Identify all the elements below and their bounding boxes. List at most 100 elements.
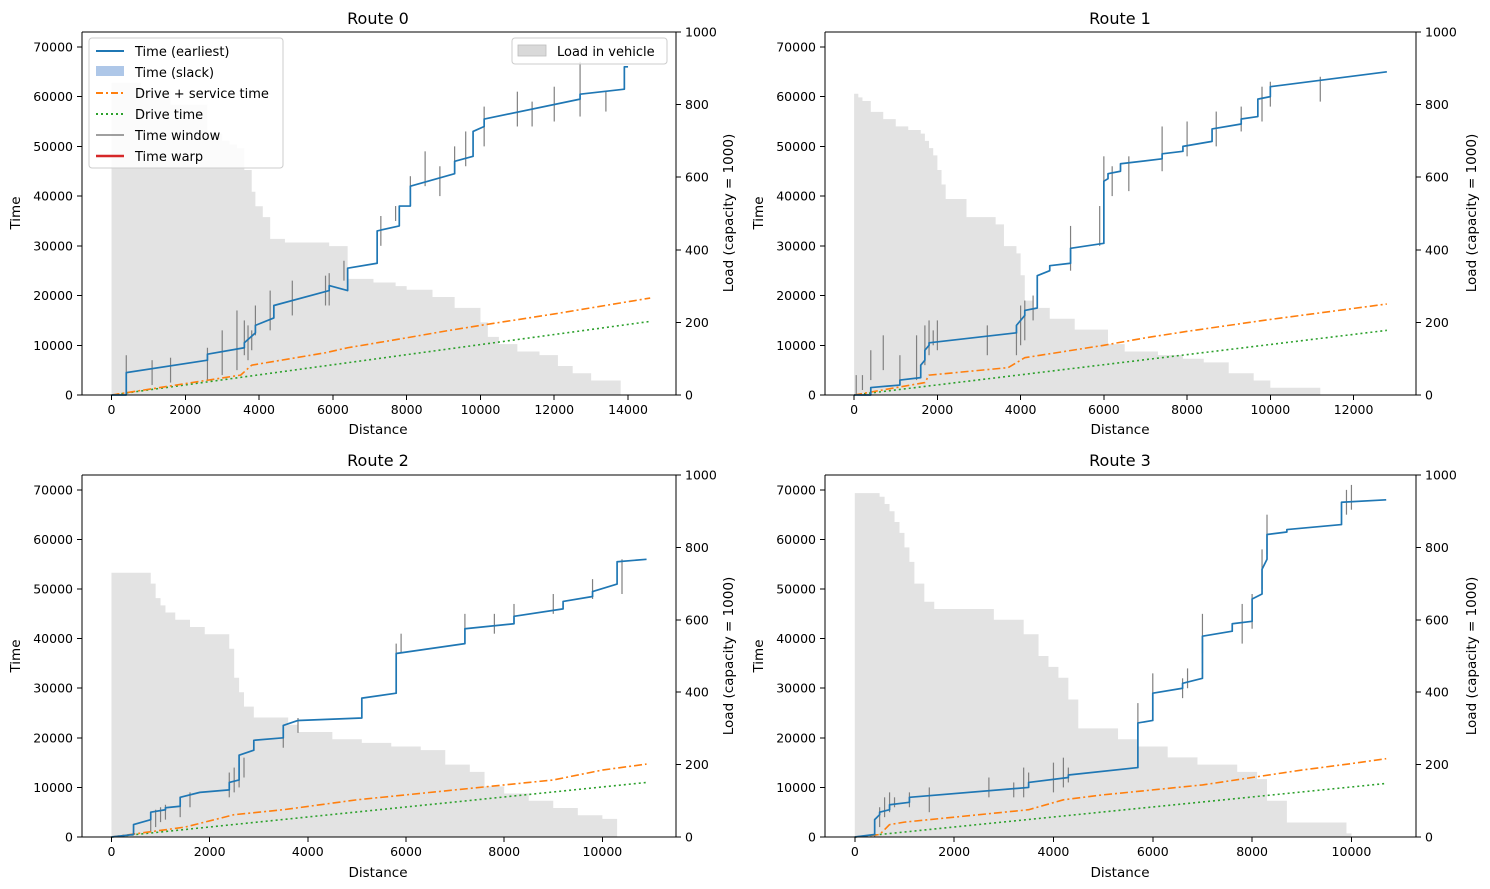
route-0-y2-tick-label-2: 400 [685, 242, 709, 257]
route-3-y2label: Load (capacity = 1000) [1464, 577, 1480, 735]
route-3-y2-tick-label-3: 600 [1425, 612, 1449, 627]
legend-load: Load in vehicle [511, 37, 668, 65]
route-3-x-tick-label-5: 10000 [1332, 844, 1372, 859]
route-3-x-tick-label-4: 8000 [1236, 844, 1268, 859]
route-3-y-tick-label-1: 10000 [776, 780, 816, 795]
route-2-y-tick-label-4: 40000 [33, 631, 73, 646]
route-0-ylabel: Time [8, 196, 24, 230]
route-0-drive-time-line [111, 320, 651, 396]
route-2-y2-tick-label-4: 800 [685, 540, 709, 555]
route-0-y-tick-label-2: 20000 [33, 288, 73, 303]
legend-time-slack-label: Time (slack) [134, 66, 214, 81]
route-1-load-area [854, 93, 1321, 396]
route-3-load-area [854, 493, 1352, 837]
route-1-xlabel: Distance [1090, 422, 1149, 438]
route-0-y-tick-label-3: 30000 [33, 238, 73, 253]
route-3-y2-tick-label-0: 0 [1425, 830, 1433, 845]
route-2-y2-tick-label-3: 600 [685, 612, 709, 627]
route-2-y2-tick-label-5: 1000 [685, 468, 717, 483]
route-2-x-tick-label-1: 2000 [194, 844, 226, 859]
route-0-y2label: Load (capacity = 1000) [721, 134, 737, 292]
route-3-y-tick-label-7: 70000 [776, 482, 816, 497]
route-2-y-tick-label-1: 10000 [33, 780, 73, 795]
route-2-xlabel: Distance [348, 865, 407, 881]
route-2-load-area [111, 572, 618, 837]
legend-main: Time (earliest) Time (slack) Drive + ser… [88, 37, 284, 169]
route-1-y-tick-label-4: 40000 [776, 189, 816, 204]
route-3-drive-service-line [854, 757, 1387, 838]
route-3-y-tick-label-3: 30000 [776, 681, 816, 696]
route-0-y2-tick-label-4: 800 [685, 97, 709, 112]
route-0-y2-tick-label-1: 200 [685, 315, 709, 330]
route-0-time-earliest-line [111, 65, 629, 396]
route-2-y2-tick-label-2: 400 [685, 685, 709, 700]
route-1-panel: 0 2000 4000 6000 8000 10000 120000100002000030… [751, 9, 1480, 438]
legend-load-label: Load in vehicle [557, 45, 655, 60]
route-3-y2-tick-label-5: 1000 [1425, 468, 1457, 483]
route-3-y-tick-label-2: 20000 [776, 730, 816, 745]
route-0-x-tick-label-7: 14000 [608, 402, 648, 417]
route-3-title: Route 3 [1089, 451, 1151, 470]
route-2-y2-tick-label-0: 0 [685, 830, 693, 845]
route-3-y2-tick-label-2: 400 [1425, 685, 1449, 700]
route-1-y2-tick-label-0: 0 [1425, 388, 1433, 403]
route-1-y-tick-label-5: 50000 [776, 139, 816, 154]
route-3-x-tick-label-0: 0 [851, 844, 859, 859]
route-0-x-tick-label-5: 10000 [461, 402, 501, 417]
legend-time-window-label: Time window [134, 129, 221, 144]
route-2-y-tick-label-6: 60000 [33, 532, 73, 547]
route-0-x-tick-label-4: 8000 [391, 402, 423, 417]
route-1-x-tick-label-5: 10000 [1250, 402, 1290, 417]
route-1-y2label: Load (capacity = 1000) [1464, 134, 1480, 292]
route-0-y2-tick-label-0: 0 [685, 388, 693, 403]
route-0-xlabel: Distance [348, 422, 407, 438]
route-0-drive-service-line [111, 297, 651, 396]
route-3-ylabel: Time [751, 639, 767, 673]
route-2-y-tick-label-0: 0 [65, 830, 73, 845]
route-3-x-tick-label-3: 6000 [1137, 844, 1169, 859]
route-2-y-tick-label-7: 70000 [33, 482, 73, 497]
route-0-y2-tick-label-5: 1000 [685, 25, 717, 40]
route-1-x-tick-label-4: 8000 [1171, 402, 1203, 417]
route-0-x-tick-label-0: 0 [108, 402, 116, 417]
route-1-y-tick-label-6: 60000 [776, 89, 816, 104]
route-1-title: Route 1 [1089, 9, 1151, 28]
route-0-y-tick-label-6: 60000 [33, 89, 73, 104]
route-1-x-tick-label-1: 2000 [921, 402, 953, 417]
legend-time-slack-swatch [96, 66, 124, 76]
route-1-y-tick-label-1: 10000 [776, 338, 816, 353]
route-1-y2-tick-label-4: 800 [1425, 97, 1449, 112]
route-1-ylabel: Time [751, 196, 767, 230]
route-2-ylabel: Time [8, 639, 24, 673]
route-2-x-tick-label-5: 10000 [582, 844, 622, 859]
route-3-y-tick-label-4: 40000 [776, 631, 816, 646]
route-0-x-tick-label-1: 2000 [169, 402, 201, 417]
route-3-panel: 0 2000 4000 6000 8000 10000010000200003000040… [751, 451, 1480, 881]
legend-drive-service-label: Drive + service time [135, 87, 269, 102]
route-3-y-tick-label-6: 60000 [776, 532, 816, 547]
route-2-x-tick-label-2: 4000 [292, 844, 324, 859]
route-2-x-tick-label-0: 0 [107, 844, 115, 859]
route-3-plot-area: 0 2000 4000 6000 8000 10000010000200003000040… [776, 468, 1457, 860]
route-1-plot-area: 0 2000 4000 6000 8000 10000 120000100002000030… [776, 25, 1457, 418]
route-3-x-tick-label-1: 2000 [938, 844, 970, 859]
route-0-y-tick-label-5: 50000 [33, 139, 73, 154]
route-1-time-earliest-line [854, 70, 1387, 396]
route-0-y-tick-label-1: 10000 [33, 338, 73, 353]
route-2-panel: 0 2000 4000 6000 8000 10000010000200003000040… [8, 451, 737, 881]
route-1-x-tick-label-6: 12000 [1334, 402, 1374, 417]
route-2-x-tick-label-4: 8000 [488, 844, 520, 859]
route-1-y2-tick-label-2: 400 [1425, 242, 1449, 257]
route-3-y-tick-label-5: 50000 [776, 582, 816, 597]
route-0-y2-tick-label-3: 600 [685, 170, 709, 185]
route-2-y2label: Load (capacity = 1000) [721, 577, 737, 735]
route-3-y-tick-label-0: 0 [808, 830, 816, 845]
route-1-y2-tick-label-5: 1000 [1425, 25, 1457, 40]
route-0-title: Route 0 [347, 9, 409, 28]
route-2-y2-tick-label-1: 200 [685, 757, 709, 772]
route-2-x-tick-label-3: 6000 [390, 844, 422, 859]
route-3-x-tick-label-2: 4000 [1038, 844, 1070, 859]
route-3-time-earliest-line [854, 498, 1387, 838]
route-1-y-tick-label-3: 30000 [776, 238, 816, 253]
route-0-y-tick-label-0: 0 [65, 388, 73, 403]
